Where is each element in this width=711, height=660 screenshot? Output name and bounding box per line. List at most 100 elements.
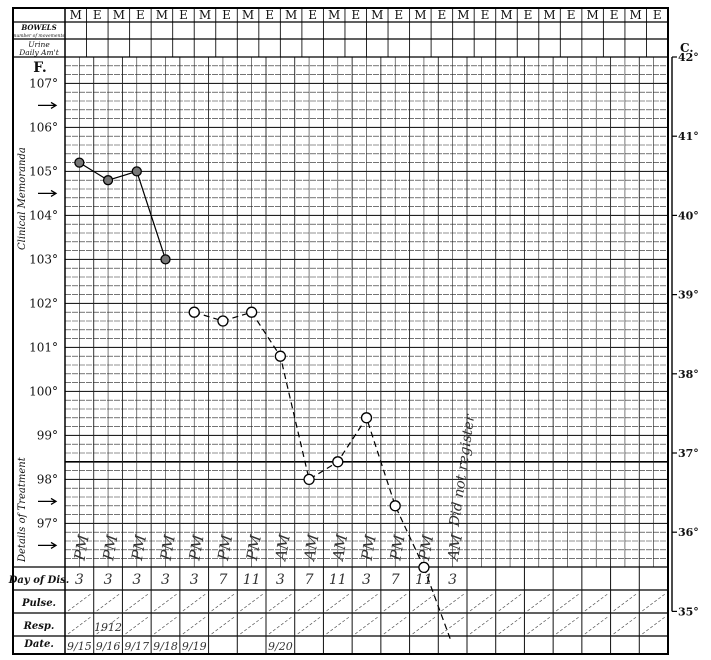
evening-label: E: [437, 8, 446, 22]
meridiem-label: AM: [329, 532, 352, 564]
evening-label: E: [351, 8, 360, 22]
resp-note: 1912: [94, 621, 122, 634]
fahrenheit-tick-label: 104°: [29, 208, 58, 222]
meridiem-label: PM: [70, 533, 92, 563]
celsius-tick-label: 38°: [678, 368, 699, 381]
arrow-icon: [38, 497, 58, 505]
hour-label: 3: [75, 572, 84, 588]
cell-diagonal: [469, 593, 493, 612]
fahrenheit-tick-label: 99°: [37, 428, 58, 442]
morning-label: M: [500, 8, 512, 22]
fahrenheit-tick-label: 101°: [29, 340, 58, 354]
hour-label: 3: [190, 572, 199, 588]
cell-diagonal: [498, 616, 522, 635]
evening-label: E: [179, 8, 188, 22]
hour-label: 7: [218, 572, 227, 588]
evening-label: E: [653, 8, 662, 22]
meridiem-label: PM: [415, 533, 437, 563]
meridiem-label: PM: [214, 533, 236, 563]
fahrenheit-tick-label: 100°: [29, 384, 58, 398]
morning-label: M: [156, 8, 168, 22]
cell-diagonal: [412, 593, 436, 612]
cell-diagonal: [555, 616, 580, 635]
morning-label: M: [586, 8, 598, 22]
fahrenheit-tick-label: 102°: [29, 296, 58, 310]
hour-label: 11: [243, 572, 261, 588]
cell-diagonal: [326, 616, 350, 635]
morning-label: M: [371, 8, 383, 22]
cell-diagonal: [412, 616, 436, 635]
hour-label: 3: [161, 572, 170, 588]
bowels-label: BOWELS: [20, 23, 56, 32]
meridiem-label: AM: [271, 532, 294, 564]
cell-diagonal: [613, 616, 637, 635]
hour-label: 3: [448, 572, 457, 588]
cell-diagonal: [240, 616, 264, 635]
date-label: 9/19: [182, 640, 207, 653]
celsius-tick-label: 36°: [678, 526, 699, 539]
date-label: 9/15: [67, 640, 92, 653]
fahrenheit-tick-label: 106°: [29, 120, 58, 134]
cell-diagonal: [96, 593, 120, 612]
data-point: [160, 254, 171, 265]
fahrenheit-unit: F.: [33, 60, 46, 76]
data-point: [418, 561, 430, 574]
cell-diagonal: [240, 593, 264, 612]
chart-frame: [12, 7, 669, 655]
meridiem-label: PM: [243, 533, 265, 563]
meridiem-label: PM: [99, 533, 121, 563]
morning-label: M: [113, 8, 125, 22]
hour-label: 7: [305, 572, 314, 588]
cell-diagonal: [584, 593, 608, 612]
data-point: [389, 500, 401, 512]
row-label-day: Day of Dis.: [8, 575, 69, 586]
meridiem-label: PM: [185, 533, 207, 563]
date-label: 9/18: [153, 640, 178, 653]
cell-diagonal: [153, 616, 178, 635]
evening-label: E: [265, 8, 274, 22]
details-of-treatment-label: Details of Treatment: [17, 456, 28, 563]
arrow-icon: [38, 541, 58, 549]
morning-label: M: [457, 8, 469, 22]
celsius-tick-label: 39°: [678, 289, 699, 302]
urine-sublabel: Daily Am't: [18, 48, 59, 57]
cell-diagonal: [268, 593, 292, 612]
celsius-tick-label: 35°: [678, 605, 699, 618]
series-line-continuation: [423, 567, 452, 641]
cell-diagonal: [613, 593, 637, 612]
data-point: [360, 412, 373, 424]
cell-diagonal: [527, 616, 551, 635]
celsius-tick-label: 42°: [678, 51, 699, 64]
arrow-icon: [38, 189, 58, 197]
fahrenheit-tick-label: 103°: [29, 252, 58, 266]
evening-label: E: [394, 8, 403, 22]
meridiem-label: PM: [358, 533, 380, 563]
fahrenheit-tick-label: 97°: [37, 516, 58, 530]
morning-label: M: [199, 8, 211, 22]
cell-diagonal: [125, 593, 149, 612]
cell-diagonal: [354, 593, 379, 612]
data-point: [303, 473, 315, 486]
data-point: [245, 306, 258, 318]
cell-diagonal: [469, 616, 493, 635]
evening-label: E: [524, 8, 533, 22]
cell-diagonal: [297, 593, 321, 612]
series-line-dashed: [194, 311, 425, 568]
fahrenheit-tick-label: 105°: [29, 164, 58, 178]
hour-label: 3: [132, 572, 141, 588]
evening-label: E: [222, 8, 231, 22]
morning-label: M: [242, 8, 254, 22]
cell-diagonal: [383, 616, 407, 635]
cell-diagonal: [527, 593, 551, 612]
row-label-date: Date.: [23, 639, 54, 650]
hour-label: 3: [362, 572, 371, 588]
cell-diagonal: [297, 616, 321, 635]
meridiem-label: PM: [386, 533, 408, 563]
cell-diagonal: [354, 616, 379, 635]
hour-label: 11: [415, 572, 433, 588]
cell-diagonal: [584, 616, 608, 635]
cell-diagonal: [268, 616, 292, 635]
evening-label: E: [308, 8, 317, 22]
cell-diagonal: [211, 616, 235, 635]
cell-diagonal: [642, 616, 666, 635]
